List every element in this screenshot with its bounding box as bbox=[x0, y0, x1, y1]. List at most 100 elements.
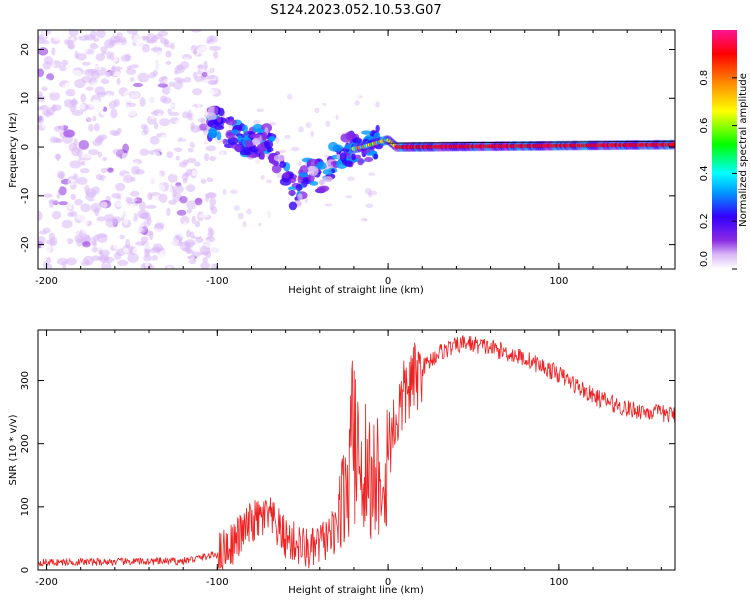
spectrogram-noise-cell bbox=[286, 105, 291, 110]
spectrogram-noise-cell bbox=[61, 84, 67, 94]
spectrogram-ytick-label: -10 bbox=[20, 188, 31, 204]
spectrogram-noise-cell bbox=[210, 138, 217, 148]
spectrogram-noise-cell bbox=[308, 119, 317, 125]
spectrogram-noise-cell bbox=[231, 89, 240, 94]
spectrogram-noise-cell bbox=[262, 116, 268, 124]
spectrogram-noise-cell bbox=[120, 54, 131, 62]
spectrogram-signal-cell bbox=[242, 124, 248, 134]
spectrogram-noise-cell bbox=[192, 140, 204, 146]
snr-xtick-label: 0 bbox=[385, 577, 391, 588]
spectrogram-noise-cell bbox=[263, 191, 270, 198]
spectrogram-noise-cell bbox=[209, 244, 218, 253]
spectrogram-noise-cell bbox=[329, 221, 334, 228]
spectrogram-noise-cell bbox=[182, 247, 189, 252]
spectrogram-noise-cell bbox=[175, 132, 182, 138]
spectrogram-noise-cell bbox=[121, 66, 127, 73]
spectrogram-noise-cell bbox=[168, 111, 180, 117]
spectrogram-noise-cell bbox=[127, 252, 139, 263]
spectrogram-noise-cell bbox=[46, 96, 51, 105]
spectrogram-noise-cell bbox=[296, 105, 305, 111]
spectrogram-noise-cell bbox=[368, 192, 373, 198]
spectrogram-signal-cell bbox=[273, 154, 285, 162]
spectrogram-noise-cell bbox=[353, 197, 361, 203]
spectrogram-noise-cell bbox=[92, 99, 101, 108]
spectrogram-noise-cell bbox=[88, 211, 96, 219]
spectrogram-noise-cell bbox=[83, 255, 94, 266]
spectrogram-noise-cell bbox=[51, 210, 62, 220]
spectrogram-noise-cell bbox=[38, 115, 45, 124]
spectrogram-ylabel: Frequency (Hz) bbox=[8, 112, 19, 188]
spectrogram-noise-cell bbox=[150, 47, 163, 52]
spectrogram-noise-cell bbox=[140, 236, 149, 243]
spectrogram-noise-cell bbox=[167, 173, 178, 183]
spectrogram-noise-cell bbox=[67, 178, 76, 186]
spectrogram-noise-cell bbox=[186, 89, 192, 97]
snr-ticks: -200 -100 0 100 0 100 200 300 bbox=[20, 330, 675, 588]
spectrogram-noise-cell bbox=[237, 212, 244, 220]
spectrogram-noise-cell bbox=[359, 99, 366, 106]
spectrogram-noise-cell bbox=[80, 168, 90, 174]
spectrogram-noise-cell bbox=[201, 71, 208, 78]
spectrogram-noise-cell bbox=[215, 141, 223, 147]
spectrogram-noise-cell bbox=[38, 236, 46, 245]
spectrogram-noise-cell bbox=[376, 161, 380, 167]
spectrogram-noise-cell bbox=[116, 77, 121, 85]
spectrogram-noise-cell bbox=[48, 209, 54, 215]
spectrogram-noise-cell bbox=[93, 123, 100, 132]
spectrogram-noise-cell bbox=[189, 49, 200, 56]
spectrogram-noise-cell bbox=[172, 212, 178, 218]
spectrogram-noise-cell bbox=[176, 79, 186, 84]
spectrogram-noise-cell bbox=[100, 167, 108, 174]
spectrogram-noise-cell bbox=[38, 224, 45, 230]
spectrogram-noise-cell bbox=[126, 231, 139, 239]
spectrogram-noise-cell bbox=[266, 179, 273, 184]
spectrogram-noise-cell bbox=[197, 45, 209, 55]
colorbar-tick-label: 0.0 bbox=[699, 251, 710, 267]
spectrogram-noise-cell bbox=[190, 106, 198, 115]
spectrogram-noise-cell bbox=[44, 163, 57, 169]
spectrogram-noise-cell bbox=[133, 44, 141, 51]
spectrogram-noise-cell bbox=[198, 123, 208, 131]
spectrogram-signal-cell bbox=[207, 119, 219, 128]
spectrogram-noise-cell bbox=[346, 114, 352, 119]
spectrogram-noise-cell bbox=[68, 142, 78, 152]
spectrogram-noise-cell bbox=[249, 211, 257, 216]
spectrogram-ytick-label: 0 bbox=[20, 144, 31, 150]
spectrogram-noise-cell bbox=[225, 182, 234, 189]
spectrogram-noise-cell bbox=[312, 199, 319, 206]
spectrogram-signal-cell bbox=[243, 146, 253, 156]
spectrogram-noise-cell bbox=[208, 55, 215, 60]
snr-xtick-label: -100 bbox=[206, 577, 229, 588]
spectrogram-signal-cell bbox=[322, 169, 333, 175]
spectrogram-noise-cell bbox=[147, 192, 153, 201]
spectrogram-noise-cell bbox=[345, 216, 353, 224]
spectrogram-noise-cell bbox=[206, 185, 212, 193]
spectrogram-signal-cell bbox=[288, 190, 296, 196]
spectrogram-noise-cell bbox=[307, 93, 316, 98]
spectrogram-noise-cell bbox=[270, 89, 280, 93]
spectrogram-signal-cell bbox=[245, 139, 252, 148]
spectrogram-noise-cell bbox=[96, 216, 106, 222]
spectrogram-noise-cell bbox=[245, 119, 252, 126]
spectrogram-signal-cell bbox=[345, 131, 355, 141]
spectrogram-noise-cell bbox=[85, 86, 95, 91]
spectrogram-noise-cell bbox=[78, 139, 90, 150]
spectrogram-noise-cell bbox=[103, 213, 115, 222]
spectrogram-noise-cell bbox=[304, 197, 309, 204]
spectrogram-noise-cell bbox=[135, 125, 141, 131]
spectrogram-noise-cell bbox=[186, 229, 191, 238]
spectrogram-noise-cell bbox=[55, 138, 63, 144]
spectrogram-signal-cell bbox=[225, 119, 237, 126]
spectrogram-noise-cell bbox=[184, 100, 195, 107]
spectrogram-heatmap bbox=[38, 30, 675, 269]
spectrogram-noise-cell bbox=[113, 165, 120, 176]
spectrogram-noise-cell bbox=[70, 193, 77, 201]
spectrogram-noise-cell bbox=[253, 115, 262, 121]
spectrogram-noise-cell bbox=[130, 140, 139, 148]
spectrogram-noise-cell bbox=[80, 161, 86, 166]
spectrogram-noise-cell bbox=[160, 177, 165, 185]
spectrogram-noise-cell bbox=[68, 30, 79, 37]
snr-ytick-label: 0 bbox=[20, 567, 31, 573]
spectrogram-noise-cell bbox=[313, 125, 320, 132]
spectrogram-noise-cell bbox=[298, 148, 302, 155]
